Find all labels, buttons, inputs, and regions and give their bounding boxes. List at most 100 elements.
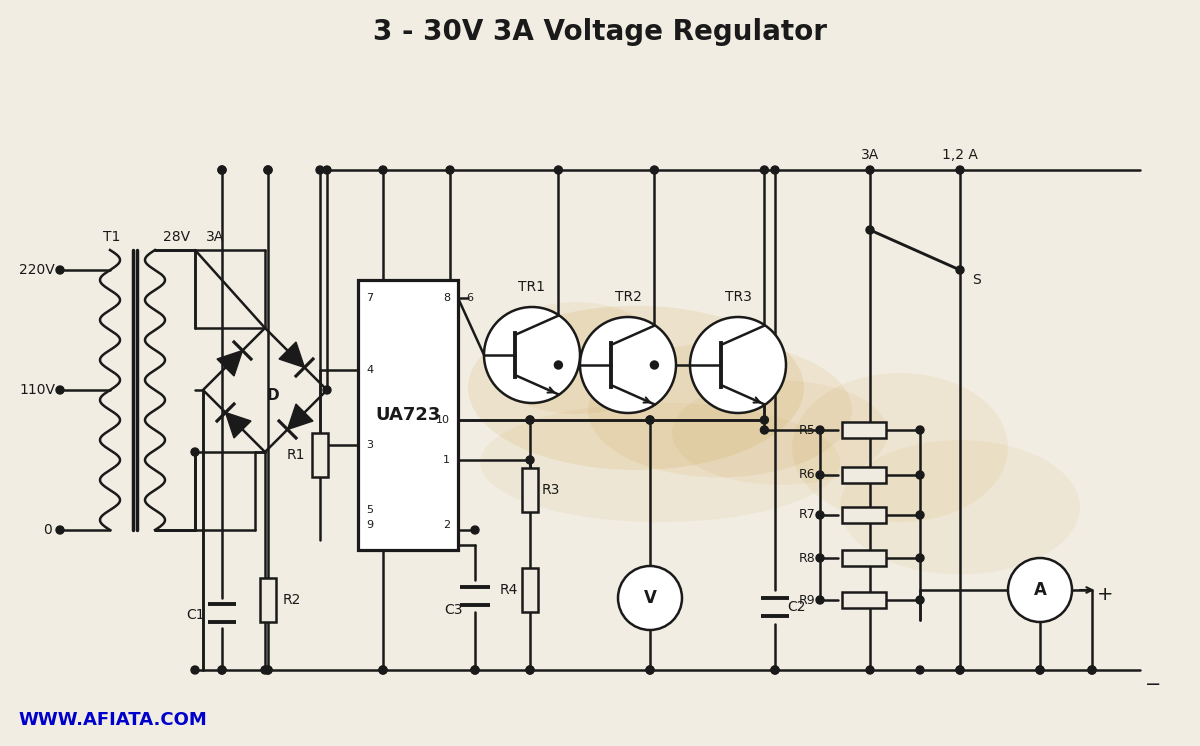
Circle shape	[916, 596, 924, 604]
Circle shape	[866, 666, 874, 674]
Text: V: V	[643, 589, 656, 607]
Circle shape	[554, 166, 563, 174]
Ellipse shape	[468, 306, 804, 470]
Circle shape	[772, 666, 779, 674]
Circle shape	[470, 666, 479, 674]
Bar	[358, 280, 458, 550]
Ellipse shape	[588, 343, 852, 477]
Polygon shape	[217, 351, 242, 376]
Text: 0: 0	[43, 523, 52, 537]
Circle shape	[916, 554, 924, 562]
Circle shape	[916, 511, 924, 519]
Text: 8: 8	[443, 293, 450, 303]
Text: 10: 10	[436, 415, 450, 425]
Circle shape	[772, 666, 779, 674]
Text: TR2: TR2	[614, 290, 642, 304]
Circle shape	[526, 456, 534, 464]
Text: R7: R7	[798, 509, 815, 521]
Bar	[842, 467, 886, 483]
Text: WWW.AFIATA.COM: WWW.AFIATA.COM	[18, 711, 206, 729]
Ellipse shape	[486, 302, 666, 414]
Circle shape	[446, 166, 454, 174]
Circle shape	[264, 666, 272, 674]
Circle shape	[218, 166, 226, 174]
Text: S: S	[972, 273, 980, 287]
Circle shape	[1036, 666, 1044, 674]
Circle shape	[761, 426, 768, 434]
Circle shape	[1008, 558, 1072, 622]
Text: R5: R5	[798, 424, 815, 436]
Circle shape	[470, 666, 479, 674]
Text: R9: R9	[798, 594, 815, 606]
Text: 220V: 220V	[19, 263, 55, 277]
Bar	[842, 550, 886, 566]
Bar	[522, 468, 538, 512]
Polygon shape	[280, 342, 305, 368]
Circle shape	[816, 596, 824, 604]
Circle shape	[191, 448, 199, 456]
Circle shape	[916, 471, 924, 479]
Circle shape	[761, 416, 768, 424]
Text: 3 - 30V 3A Voltage Regulator: 3 - 30V 3A Voltage Regulator	[373, 18, 827, 46]
Text: R3: R3	[542, 483, 560, 497]
Text: 1: 1	[443, 455, 450, 465]
Circle shape	[866, 166, 874, 174]
Circle shape	[56, 266, 64, 274]
Circle shape	[264, 166, 272, 174]
Circle shape	[379, 666, 386, 674]
Ellipse shape	[840, 440, 1080, 574]
Bar	[260, 578, 276, 622]
Bar	[842, 507, 886, 523]
Circle shape	[761, 166, 768, 174]
Text: C3: C3	[444, 603, 463, 617]
Circle shape	[526, 666, 534, 674]
Text: R8: R8	[798, 551, 815, 565]
Circle shape	[646, 666, 654, 674]
Text: 3A: 3A	[860, 148, 880, 162]
Circle shape	[526, 416, 534, 424]
Text: 3A: 3A	[206, 230, 224, 244]
Text: UA723: UA723	[376, 406, 440, 424]
Circle shape	[690, 317, 786, 413]
Text: R4: R4	[499, 583, 518, 597]
Circle shape	[262, 666, 269, 674]
Text: TR3: TR3	[725, 290, 751, 304]
Text: R6: R6	[798, 468, 815, 481]
Ellipse shape	[480, 403, 840, 522]
Circle shape	[56, 526, 64, 534]
Circle shape	[646, 416, 654, 424]
Bar	[842, 422, 886, 438]
Circle shape	[526, 666, 534, 674]
Circle shape	[554, 361, 563, 369]
Circle shape	[772, 166, 779, 174]
Text: −: −	[1145, 675, 1162, 694]
Text: D: D	[266, 387, 280, 403]
Text: 3: 3	[366, 440, 373, 450]
Circle shape	[218, 166, 226, 174]
Circle shape	[470, 526, 479, 534]
Circle shape	[1036, 666, 1044, 674]
Text: C2: C2	[787, 600, 805, 614]
Text: 4: 4	[366, 365, 373, 375]
Text: R2: R2	[283, 593, 301, 607]
Text: TR1: TR1	[518, 280, 546, 294]
Circle shape	[218, 666, 226, 674]
Circle shape	[956, 266, 964, 274]
Circle shape	[816, 511, 824, 519]
Circle shape	[646, 416, 654, 424]
Circle shape	[1088, 666, 1096, 674]
Circle shape	[316, 166, 324, 174]
Circle shape	[618, 566, 682, 630]
Ellipse shape	[792, 373, 1008, 522]
Circle shape	[379, 666, 386, 674]
Text: 9: 9	[366, 520, 373, 530]
Bar	[312, 433, 328, 477]
Ellipse shape	[672, 380, 888, 485]
Text: T1: T1	[103, 230, 121, 244]
Circle shape	[916, 426, 924, 434]
Text: 2: 2	[443, 520, 450, 530]
Bar	[522, 568, 538, 612]
Circle shape	[956, 166, 964, 174]
Circle shape	[264, 166, 272, 174]
Text: 5: 5	[366, 505, 373, 515]
